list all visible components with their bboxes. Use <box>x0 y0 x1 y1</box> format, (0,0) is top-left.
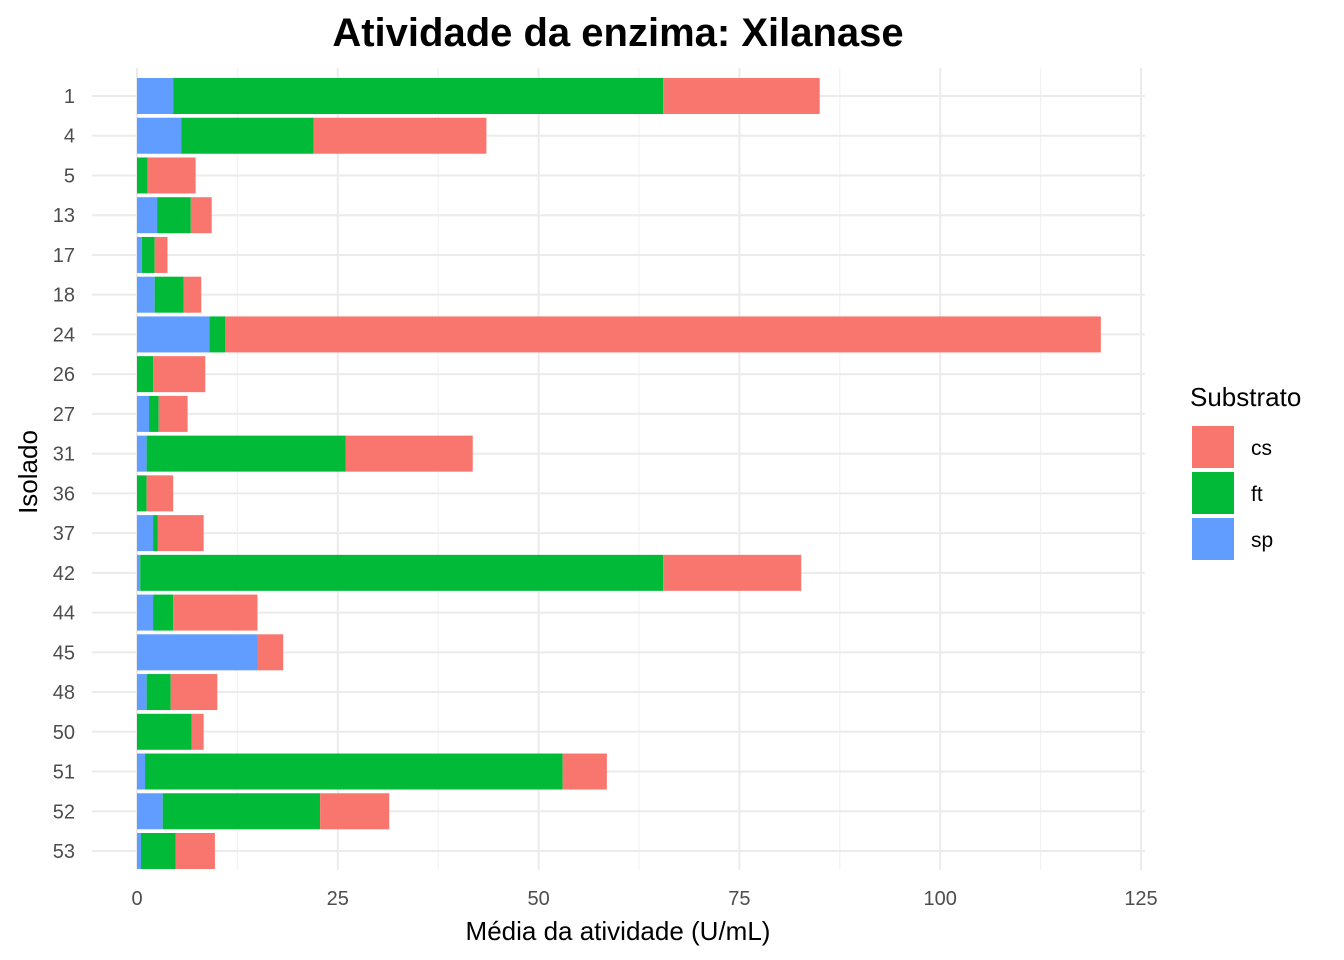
legend: Substrato cs ft sp <box>1190 382 1301 560</box>
x-tick-label: 25 <box>327 888 349 910</box>
y-tick-label: 26 <box>53 364 75 386</box>
bar-ft-isolado-26 <box>137 356 154 393</box>
bar-sp-isolado-31 <box>137 435 147 472</box>
chart-title: Atividade da enzima: Xilanase <box>332 11 903 55</box>
x-axis-tick-labels: 0 25 50 75 100 125 <box>131 888 1157 910</box>
legend-label-cs: cs <box>1251 437 1272 460</box>
bar-cs-isolado-24 <box>225 316 1101 353</box>
bar-sp-isolado-42 <box>137 554 141 591</box>
y-tick-label: 44 <box>53 603 75 625</box>
bar-cs-isolado-31 <box>345 435 473 472</box>
bar-cs-isolado-42 <box>663 554 802 591</box>
bar-cs-isolado-48 <box>170 674 218 711</box>
bar-cs-isolado-51 <box>562 753 607 790</box>
bar-sp-isolado-51 <box>137 753 146 790</box>
bar-ft-isolado-50 <box>137 713 192 750</box>
y-tick-label: 18 <box>53 285 75 307</box>
legend-label-ft: ft <box>1251 483 1263 506</box>
legend-label-sp: sp <box>1251 529 1273 552</box>
y-tick-label: 17 <box>53 245 75 267</box>
bar-ft-isolado-4 <box>181 117 314 154</box>
bar-sp-isolado-37 <box>137 515 154 552</box>
bar-ft-isolado-5 <box>137 157 148 194</box>
bar-cs-isolado-4 <box>313 117 487 154</box>
bar-ft-isolado-51 <box>145 753 563 790</box>
bar-cs-isolado-26 <box>153 356 206 393</box>
x-tick-label: 75 <box>728 888 750 910</box>
bar-sp-isolado-17 <box>137 236 142 273</box>
bar-cs-isolado-13 <box>190 197 212 234</box>
x-tick-label: 125 <box>1124 888 1157 910</box>
bar-sp-isolado-1 <box>137 78 174 114</box>
bar-ft-isolado-31 <box>146 435 346 472</box>
bar-cs-isolado-36 <box>146 475 174 512</box>
y-tick-label: 53 <box>53 841 75 863</box>
bar-ft-isolado-42 <box>140 554 664 591</box>
bar-sp-isolado-52 <box>137 793 163 830</box>
y-tick-label: 24 <box>53 324 75 346</box>
bar-sp-isolado-27 <box>137 395 150 432</box>
bar-sp-isolado-48 <box>137 674 147 711</box>
bar-sp-isolado-4 <box>137 117 182 154</box>
bar-cs-isolado-37 <box>157 515 204 552</box>
bar-ft-isolado-13 <box>157 197 191 234</box>
bar-cs-isolado-27 <box>158 395 188 432</box>
y-tick-label: 5 <box>64 165 75 187</box>
x-axis-title: Média da atividade (U/mL) <box>466 916 771 946</box>
bar-ft-isolado-48 <box>146 674 171 711</box>
y-tick-label: 48 <box>53 682 75 704</box>
x-tick-label: 100 <box>924 888 957 910</box>
bar-cs-isolado-45 <box>257 634 284 671</box>
legend-title: Substrato <box>1190 382 1301 412</box>
y-tick-label: 4 <box>64 126 75 148</box>
bar-cs-isolado-17 <box>154 236 168 273</box>
bar-sp-isolado-13 <box>137 197 158 234</box>
y-tick-label: 50 <box>53 722 75 744</box>
y-tick-label: 45 <box>53 642 75 664</box>
y-tick-label: 36 <box>53 483 75 505</box>
bar-ft-isolado-53 <box>141 833 176 869</box>
bar-cs-isolado-52 <box>320 793 390 830</box>
bar-ft-isolado-37 <box>153 515 158 552</box>
legend-swatch-sp <box>1192 518 1234 560</box>
x-tick-label: 0 <box>131 888 142 910</box>
bar-ft-isolado-18 <box>154 276 184 313</box>
bar-ft-isolado-17 <box>141 236 155 273</box>
bar-ft-isolado-44 <box>153 594 174 631</box>
y-tick-label: 37 <box>53 523 75 545</box>
bar-cs-isolado-18 <box>183 276 202 313</box>
bar-cs-isolado-50 <box>191 713 204 750</box>
bar-sp-isolado-45 <box>137 634 258 671</box>
y-axis-title: Isolado <box>13 430 43 514</box>
bar-ft-isolado-52 <box>162 793 321 830</box>
bar-ft-isolado-1 <box>173 78 664 114</box>
bar-sp-isolado-18 <box>137 276 155 313</box>
legend-swatch-ft <box>1192 472 1234 514</box>
bar-sp-isolado-53 <box>137 833 142 869</box>
y-tick-label: 31 <box>53 444 75 466</box>
legend-swatch-cs <box>1192 426 1234 468</box>
bar-sp-isolado-24 <box>137 316 210 353</box>
bar-cs-isolado-44 <box>173 594 258 631</box>
bars <box>137 78 1101 869</box>
y-tick-label: 42 <box>53 563 75 585</box>
y-tick-label: 27 <box>53 404 75 426</box>
bar-ft-isolado-24 <box>209 316 226 353</box>
y-tick-label: 1 <box>64 86 75 108</box>
x-tick-label: 50 <box>527 888 549 910</box>
bar-ft-isolado-27 <box>149 395 159 432</box>
y-tick-label: 52 <box>53 801 75 823</box>
bar-cs-isolado-1 <box>663 78 820 114</box>
bar-sp-isolado-44 <box>137 594 154 631</box>
y-tick-label: 51 <box>53 762 75 784</box>
bar-ft-isolado-36 <box>137 475 147 512</box>
bar-cs-isolado-5 <box>147 157 196 194</box>
y-tick-label: 13 <box>53 205 75 227</box>
bar-cs-isolado-53 <box>175 833 215 869</box>
